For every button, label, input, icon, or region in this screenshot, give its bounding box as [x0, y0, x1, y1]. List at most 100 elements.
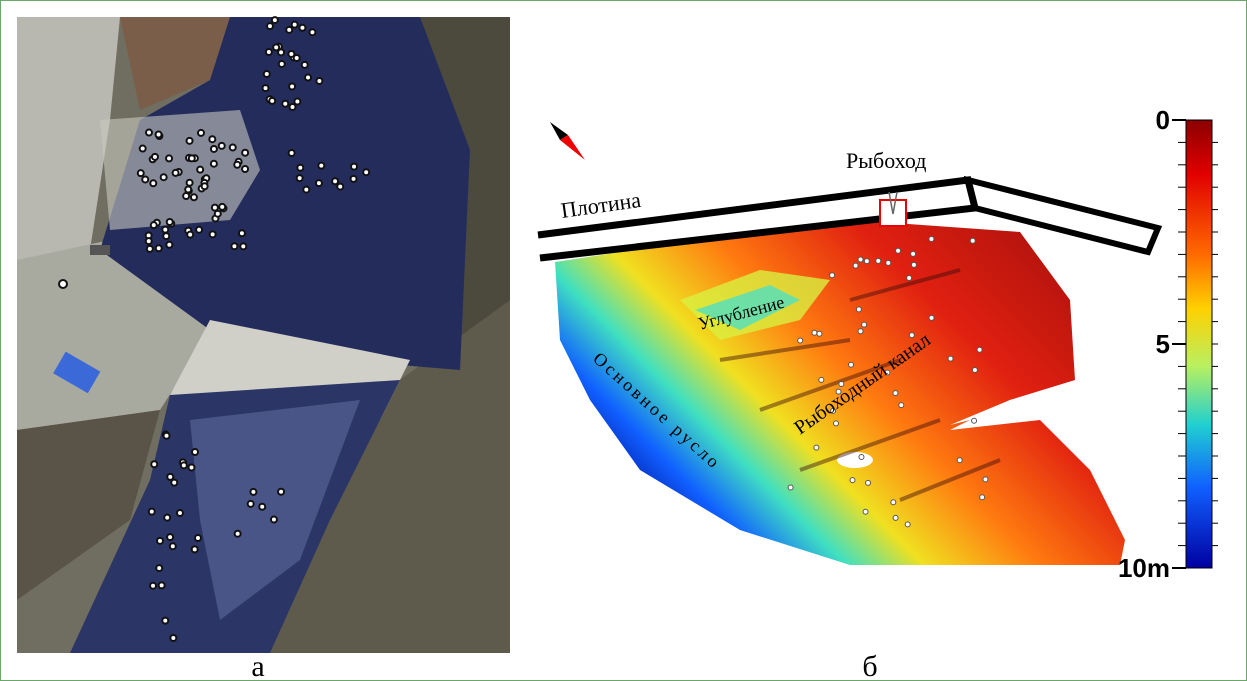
point — [957, 458, 962, 463]
point — [849, 362, 854, 367]
point — [299, 25, 305, 31]
point — [164, 433, 170, 439]
point — [876, 258, 881, 263]
point — [230, 144, 236, 150]
point — [215, 211, 221, 217]
point — [303, 187, 309, 193]
point — [198, 130, 204, 136]
point — [195, 535, 201, 541]
point — [290, 104, 296, 110]
point — [170, 543, 176, 549]
point — [183, 193, 189, 199]
point — [896, 248, 901, 253]
point — [147, 246, 153, 252]
point — [142, 176, 148, 182]
point — [788, 485, 793, 490]
point — [151, 461, 157, 467]
point — [289, 83, 295, 89]
point — [187, 232, 193, 238]
point — [272, 17, 278, 23]
colorbar-tick-label: 10m — [1118, 553, 1170, 583]
point — [202, 183, 208, 189]
point — [164, 515, 170, 521]
point — [271, 517, 277, 523]
point — [294, 99, 300, 105]
point — [305, 75, 311, 81]
point — [138, 170, 144, 176]
point — [798, 338, 803, 343]
point — [212, 205, 218, 211]
point — [833, 421, 838, 426]
point — [170, 635, 176, 641]
point — [266, 49, 272, 55]
point — [187, 138, 193, 144]
point — [972, 418, 977, 423]
point — [269, 98, 275, 104]
point — [977, 347, 982, 352]
point — [210, 231, 216, 237]
point — [278, 489, 284, 495]
point — [187, 180, 193, 186]
point — [150, 180, 156, 186]
point — [814, 445, 819, 450]
point — [156, 565, 162, 571]
point — [167, 534, 173, 540]
point — [289, 150, 295, 156]
point — [189, 464, 195, 470]
point — [819, 377, 824, 382]
point — [166, 242, 172, 248]
point — [893, 391, 898, 396]
point — [209, 136, 215, 142]
point — [907, 276, 912, 281]
point — [162, 227, 168, 233]
point — [980, 495, 985, 500]
point — [891, 500, 896, 505]
colorbar-tick-label: 0 — [1156, 105, 1170, 135]
point — [267, 23, 273, 29]
point — [332, 178, 338, 184]
point — [853, 263, 858, 268]
point — [152, 154, 158, 160]
point — [905, 522, 910, 527]
point — [181, 462, 187, 468]
point — [156, 131, 162, 137]
point — [150, 583, 156, 589]
point — [363, 169, 369, 175]
point — [263, 85, 269, 91]
point — [893, 515, 898, 520]
point — [192, 546, 198, 552]
point — [173, 170, 179, 176]
point — [309, 29, 315, 35]
point — [171, 480, 177, 486]
point — [242, 166, 248, 172]
point — [191, 194, 197, 200]
point — [911, 262, 916, 267]
point — [948, 356, 953, 361]
point — [211, 146, 217, 152]
point — [231, 243, 237, 249]
point — [250, 489, 256, 495]
point — [817, 331, 822, 336]
point — [240, 243, 246, 249]
point — [185, 186, 191, 192]
point — [273, 44, 279, 50]
point — [162, 618, 168, 624]
point — [264, 71, 270, 77]
point — [858, 257, 863, 262]
point — [161, 174, 167, 180]
point — [856, 307, 861, 312]
point — [149, 509, 155, 515]
point — [167, 219, 173, 225]
point — [279, 61, 285, 67]
point — [294, 55, 300, 61]
point — [192, 449, 198, 455]
point — [830, 273, 835, 278]
point — [156, 245, 162, 251]
point — [292, 22, 298, 28]
point — [983, 477, 988, 482]
point — [239, 230, 245, 236]
point — [286, 27, 292, 33]
point — [970, 238, 975, 243]
point — [234, 162, 240, 168]
point — [316, 180, 322, 186]
